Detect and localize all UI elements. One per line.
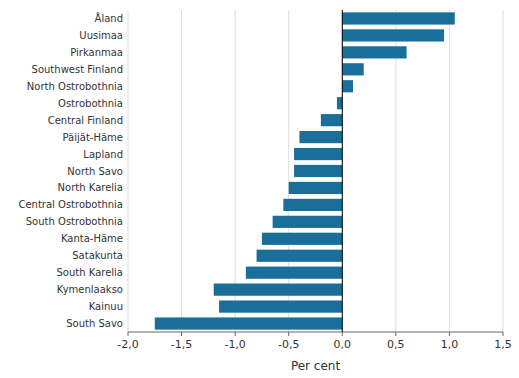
bar	[294, 165, 342, 177]
bar	[246, 267, 342, 279]
bar	[219, 300, 342, 312]
bar	[257, 250, 343, 262]
tick-mark	[235, 332, 236, 336]
grid	[128, 10, 503, 332]
tick-label: -2,0	[117, 338, 138, 351]
category-label: Åland	[95, 12, 123, 24]
bar	[155, 317, 342, 329]
tick-mark	[395, 332, 396, 336]
tick-label: 0,0	[334, 338, 352, 351]
bar	[299, 131, 342, 143]
category-label: Uusimaa	[79, 30, 123, 41]
grid-line	[128, 10, 129, 332]
category-label: Kainuu	[89, 301, 123, 312]
tick-label: -0,5	[278, 338, 299, 351]
y-axis: South Savo Kainuu Kymenlaakso South Karelia…	[18, 12, 123, 329]
category-label: North Karelia	[58, 182, 123, 193]
category-label: South Karelia	[57, 267, 123, 278]
category-label: Lapland	[83, 149, 123, 160]
tick-label: 1,0	[441, 338, 459, 351]
bar	[214, 284, 343, 296]
bar	[262, 233, 342, 245]
bar	[289, 182, 343, 194]
x-axis-title: Per cent	[291, 359, 341, 373]
zero-line	[342, 10, 343, 332]
bar	[337, 97, 342, 109]
tick-mark	[503, 332, 504, 336]
bars	[155, 12, 455, 329]
tick-mark	[288, 332, 289, 336]
bar	[342, 80, 353, 92]
grid-line	[181, 10, 182, 332]
grid-line	[449, 10, 450, 332]
category-label: Kanta-Häme	[61, 233, 123, 244]
bar	[342, 29, 444, 41]
grid-line	[342, 10, 343, 332]
category-label: North Ostrobothnia	[27, 81, 123, 92]
bar	[294, 148, 342, 160]
tick-label: 1,5	[494, 338, 512, 351]
bar	[283, 199, 342, 211]
tick-label: -1,5	[171, 338, 192, 351]
category-label: North Savo	[67, 166, 123, 177]
bar	[342, 12, 455, 24]
category-label: Satakunta	[72, 250, 123, 261]
bar	[342, 46, 406, 58]
category-label: Ostrobothnia	[58, 98, 123, 109]
chart-container: -2,0 -1,5 -1,0 -0,5 0,0 0,5 1,0 1,5 South Savo Ka…	[0, 0, 519, 378]
bar	[273, 216, 343, 228]
tick-label: 0,5	[387, 338, 405, 351]
category-label: South Ostrobothnia	[26, 216, 123, 227]
x-axis: -2,0 -1,5 -1,0 -0,5 0,0 0,5 1,0 1,5	[117, 332, 511, 351]
category-label: South Savo	[66, 318, 123, 329]
chart-svg: -2,0 -1,5 -1,0 -0,5 0,0 0,5 1,0 1,5 South Savo Ka…	[0, 0, 519, 378]
category-label: Central Ostrobothnia	[18, 199, 123, 210]
bar	[342, 63, 363, 75]
category-label: Pirkanmaa	[70, 47, 123, 58]
tick-mark	[181, 332, 182, 336]
tick-mark	[342, 332, 343, 336]
tick-mark	[128, 332, 129, 336]
x-axis-line	[128, 332, 503, 333]
category-label: Päijät-Häme	[63, 132, 123, 143]
tick-mark	[449, 332, 450, 336]
category-label: Southwest Finland	[32, 64, 123, 75]
category-label: Kymenlaakso	[57, 284, 123, 295]
grid-line	[503, 10, 504, 332]
tick-label: -1,0	[224, 338, 245, 351]
category-label: Central Finland	[48, 115, 123, 126]
bar	[321, 114, 342, 126]
